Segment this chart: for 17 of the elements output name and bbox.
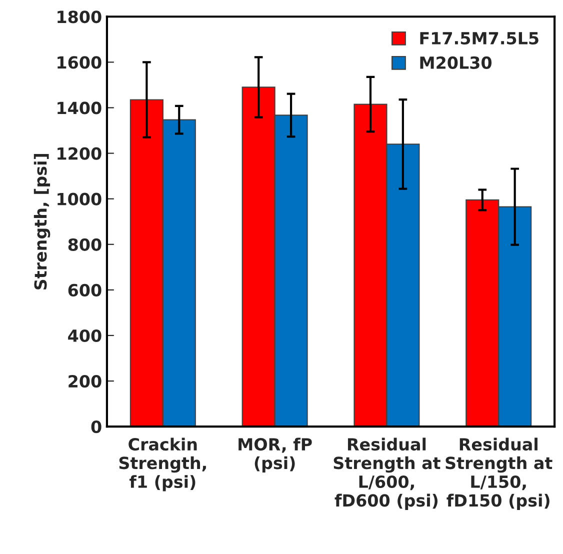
y-tick-label: 1400 — [58, 102, 102, 114]
x-tick-label: Crackin Strength, f1 (psi) — [119, 438, 206, 492]
y-tick-label: 1800 — [58, 10, 102, 24]
y-tick-label: 1000 — [58, 192, 102, 206]
y-tick-label: 1200 — [58, 147, 102, 160]
x-tick-label: Residual Strength at L/600, fD600 (psi) — [334, 438, 440, 510]
y-tick-label: 400 — [68, 329, 102, 342]
legend-label: F17.5M7.5L5 — [420, 32, 538, 45]
y-axis-title: Strength, [psi] — [34, 154, 50, 290]
x-tick-label: Residual Strength at L/150, fD150 (psi) — [446, 438, 552, 510]
x-tick-label: MOR, fP (psi) — [238, 438, 312, 472]
y-tick-label: 1600 — [58, 56, 102, 69]
y-tick-label: 800 — [68, 238, 102, 251]
y-tick-label: 600 — [68, 284, 102, 296]
y-tick-label: 0 — [91, 420, 102, 434]
y-tick-label: 200 — [68, 374, 102, 388]
legend-label: M20L30 — [420, 56, 492, 69]
